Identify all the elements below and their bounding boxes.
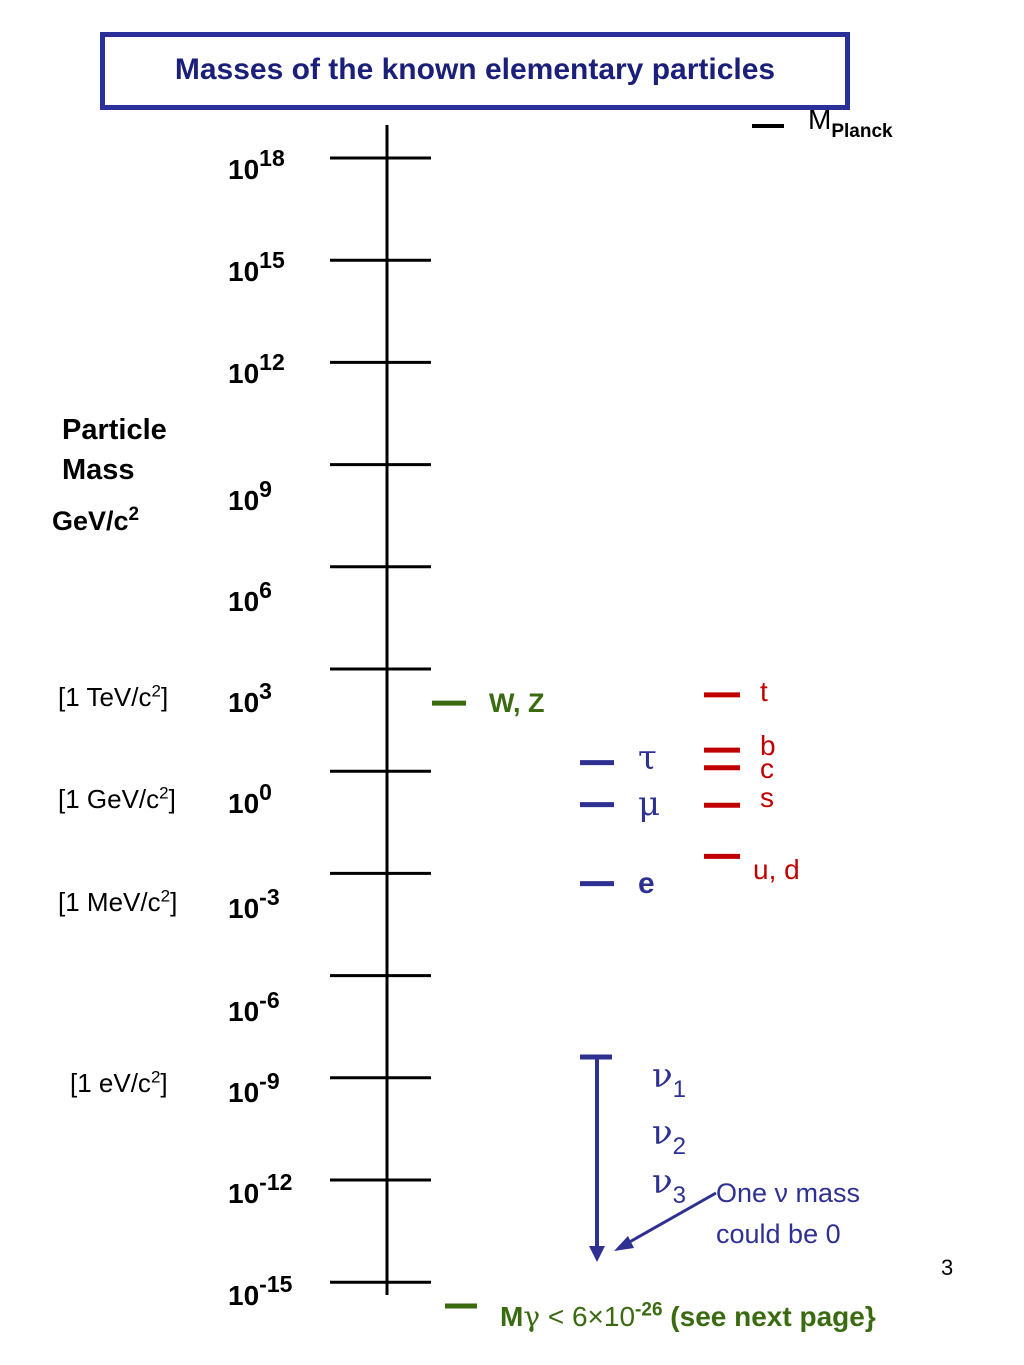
unit-marker: [1 GeV/c2]	[58, 783, 176, 814]
tick-label: 10-9	[228, 1067, 280, 1108]
muon-label: μ	[638, 784, 661, 824]
neutrino-range-arrowhead	[589, 1246, 605, 1262]
axis-label-line2: Mass	[62, 454, 135, 486]
photon-mass-label: Mγ < 6×10-26 (see next page}	[500, 1299, 876, 1333]
unit-marker: [1 TeV/c2]	[58, 681, 169, 712]
top-quark-label: t	[760, 676, 768, 707]
bottom-quark-label: b	[760, 730, 776, 761]
neutrino-3-label: ν3	[652, 1162, 687, 1209]
note-pointer-line	[625, 1191, 717, 1246]
tick-label: 10-3	[228, 883, 280, 924]
tau-label: τ	[638, 738, 657, 778]
tick-label: 10-6	[228, 986, 280, 1027]
planck-label: MPlanck	[808, 104, 893, 142]
axis-unit-label: GeV/c2	[52, 504, 140, 536]
neutrino-note-line2: could be 0	[716, 1219, 841, 1249]
tick-label: 100	[228, 778, 272, 819]
neutrino-2-label: ν2	[652, 1113, 687, 1160]
neutrino-note-line1: One ν mass	[716, 1178, 861, 1208]
neutrino-1-label: ν1	[652, 1056, 687, 1103]
wz-label: W, Z	[489, 688, 545, 718]
page-number: 3	[941, 1255, 954, 1280]
tick-label: 1012	[228, 348, 285, 389]
strange-quark-label: s	[760, 782, 774, 813]
tick-label: 10-15	[228, 1270, 293, 1311]
electron-label: e	[638, 867, 655, 900]
axis-label-line1: Particle	[62, 414, 167, 446]
tick-label: 1018	[228, 144, 285, 185]
unit-marker: [1 eV/c2]	[70, 1067, 168, 1098]
tick-label: 1015	[228, 246, 285, 287]
charm-quark-label: c	[760, 753, 774, 784]
up-down-quark-label: u, d	[753, 854, 800, 885]
tick-label: 106	[228, 576, 272, 617]
page-title: Masses of the known elementary particles	[174, 53, 776, 86]
tick-label: 10-12	[228, 1168, 293, 1209]
tick-label: 103	[228, 677, 272, 718]
title-box: Masses of the known elementary particles	[100, 32, 850, 110]
note-pointer-arrowhead	[614, 1236, 634, 1251]
tick-label: 109	[228, 475, 272, 516]
unit-marker: [1 MeV/c2]	[58, 886, 178, 917]
